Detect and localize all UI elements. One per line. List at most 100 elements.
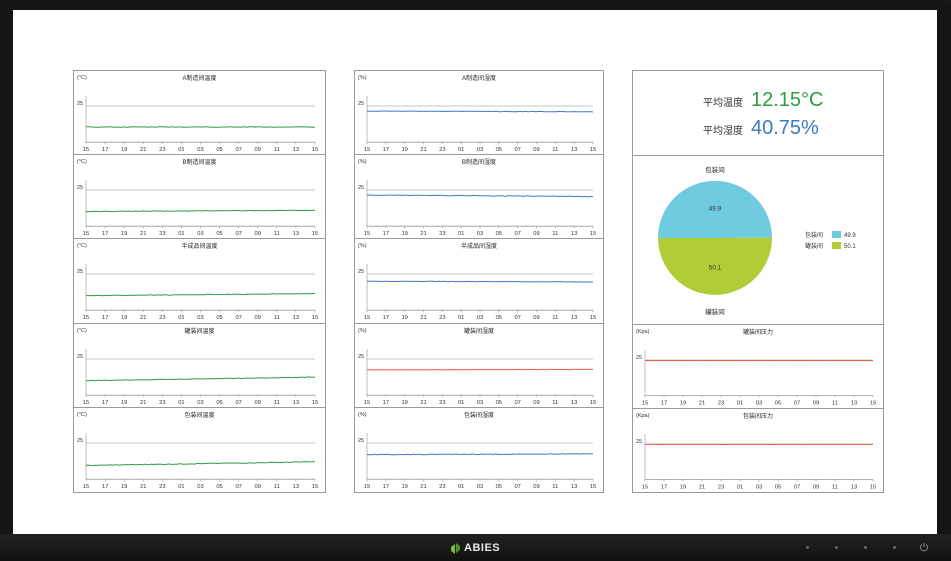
x-tick-label: 15 xyxy=(83,147,89,153)
x-tick-label: 19 xyxy=(401,484,407,490)
temperature-chart-svg-0: (°C) A制造间温度 25 15 17 19 21 23 01 03 05 07 09 11 13 15 xyxy=(77,74,318,153)
humidity-chart-3: (%) 罐装间湿度 25 15 17 19 21 23 01 03 05 07 09 11 13 15 xyxy=(355,324,603,408)
x-tick-label: 03 xyxy=(197,316,203,322)
x-tick-label: 01 xyxy=(178,400,184,406)
x-tick-label: 11 xyxy=(832,484,838,490)
x-tick-label: 15 xyxy=(312,400,318,406)
bezel-button-3[interactable] xyxy=(864,546,867,549)
x-tick-label: 01 xyxy=(178,316,184,322)
x-tick-label: 11 xyxy=(274,400,280,406)
x-tick-label: 23 xyxy=(718,401,724,407)
x-tick-label: 01 xyxy=(178,484,184,490)
x-tick-label: 17 xyxy=(102,147,108,153)
x-tick-label: 07 xyxy=(235,231,241,237)
x-tick-label: 21 xyxy=(140,484,146,490)
x-tick-label: 15 xyxy=(364,316,370,322)
temperature-chart-0: (°C) A制造间温度 25 15 17 19 21 23 01 03 05 07 09 11 13 15 xyxy=(74,71,325,156)
temperature-chart-svg-3: (°C) 罐装间温度 25 15 17 19 21 23 01 03 05 07 09 11 13 15 xyxy=(77,327,318,406)
x-tick-label: 03 xyxy=(477,231,483,237)
x-tick-label: 11 xyxy=(552,231,558,237)
chart-ref-label: 25 xyxy=(77,101,83,107)
chart-unit-label: (%) xyxy=(358,75,367,81)
x-tick-label: 15 xyxy=(83,400,89,406)
x-tick-label: 21 xyxy=(140,147,146,153)
x-tick-label: 05 xyxy=(496,400,502,406)
chart-title: 包装间湿度 xyxy=(464,411,494,419)
x-tick-label: 11 xyxy=(274,484,280,490)
pressure-chart-1: (Kpa) 包装间压力 25 15 17 19 21 23 01 03 05 07 09 11 13 15 xyxy=(633,409,883,493)
x-tick-label: 11 xyxy=(552,484,558,490)
x-tick-label: 05 xyxy=(496,316,502,322)
x-tick-label: 15 xyxy=(364,231,370,237)
temperature-chart-3: (°C) 罐装间温度 25 15 17 19 21 23 01 03 05 07 09 11 13 15 xyxy=(74,324,325,408)
x-tick-label: 11 xyxy=(274,316,280,322)
chart-unit-label: (°C) xyxy=(77,412,87,418)
x-tick-label: 01 xyxy=(737,484,743,490)
chart-unit-label: (Kpa) xyxy=(636,329,650,335)
x-tick-label: 01 xyxy=(737,401,743,407)
x-tick-label: 19 xyxy=(680,401,686,407)
x-tick-label: 13 xyxy=(571,316,577,322)
x-tick-label: 21 xyxy=(420,231,426,237)
x-tick-label: 03 xyxy=(756,401,762,407)
temperature-chart-svg-2: (°C) 半成品间温度 25 15 17 19 21 23 01 03 05 07 09 11 13 15 xyxy=(77,242,318,322)
x-tick-label: 07 xyxy=(794,484,800,490)
avg-temp-label: 平均温度 xyxy=(703,98,743,109)
x-tick-label: 15 xyxy=(590,484,596,490)
x-tick-label: 17 xyxy=(661,401,667,407)
chart-ref-label: 25 xyxy=(77,354,83,360)
x-tick-label: 19 xyxy=(401,231,407,237)
dashboard-screen: (°C) A制造间温度 25 15 17 19 21 23 01 03 05 07 09 11 13 15 (°… xyxy=(13,10,937,534)
x-tick-label: 21 xyxy=(420,316,426,322)
x-tick-label: 13 xyxy=(851,484,857,490)
x-tick-label: 07 xyxy=(514,316,520,322)
x-tick-label: 19 xyxy=(121,484,127,490)
chart-title: B制造间温度 xyxy=(183,158,217,166)
x-tick-label: 01 xyxy=(458,316,464,322)
x-tick-label: 11 xyxy=(832,401,838,407)
x-tick-label: 13 xyxy=(851,401,857,407)
x-tick-label: 09 xyxy=(533,400,539,406)
x-tick-label: 13 xyxy=(293,147,299,153)
x-tick-label: 17 xyxy=(102,484,108,490)
x-tick-label: 19 xyxy=(121,400,127,406)
x-tick-label: 21 xyxy=(699,401,705,407)
bezel-button-4[interactable] xyxy=(893,546,896,549)
temperature-chart-svg-4: (°C) 包装间温度 25 15 17 19 21 23 01 03 05 07 09 11 13 15 xyxy=(77,411,318,490)
humidity-chart-4: (%) 包装间湿度 25 15 17 19 21 23 01 03 05 07 09 11 13 15 xyxy=(355,408,603,492)
series-line xyxy=(85,209,316,213)
x-tick-label: 03 xyxy=(197,147,203,153)
x-tick-label: 15 xyxy=(642,401,648,407)
x-tick-label: 21 xyxy=(420,147,426,153)
chart-unit-label: (°C) xyxy=(77,75,87,81)
x-tick-label: 15 xyxy=(364,147,370,153)
x-tick-label: 15 xyxy=(642,484,648,490)
x-tick-label: 01 xyxy=(458,484,464,490)
summary-panel: 平均温度 12.15°C 平均湿度 40.75% 包装间 罐装间 49.9 50.1 包… xyxy=(632,70,884,493)
x-tick-label: 07 xyxy=(514,484,520,490)
x-tick-label: 13 xyxy=(571,484,577,490)
x-tick-label: 09 xyxy=(533,231,539,237)
x-tick-label: 19 xyxy=(121,316,127,322)
x-tick-label: 23 xyxy=(718,484,724,490)
x-tick-label: 21 xyxy=(420,400,426,406)
legend-swatch-0 xyxy=(832,231,841,238)
x-tick-label: 09 xyxy=(255,316,261,322)
pie-bottom-label: 罐装间 xyxy=(705,307,725,316)
x-tick-label: 07 xyxy=(235,316,241,322)
x-tick-label: 15 xyxy=(312,484,318,490)
x-tick-label: 07 xyxy=(235,147,241,153)
temperature-chart-1: (°C) B制造间温度 25 15 17 19 21 23 01 03 05 07 09 11 13 15 xyxy=(74,155,325,240)
x-tick-label: 23 xyxy=(159,484,165,490)
power-icon[interactable] xyxy=(919,542,929,552)
x-tick-label: 13 xyxy=(571,231,577,237)
legend-swatch-1 xyxy=(832,242,841,249)
x-tick-label: 17 xyxy=(383,316,389,322)
x-tick-label: 17 xyxy=(383,400,389,406)
series-line xyxy=(366,452,594,456)
bezel-button-2[interactable] xyxy=(835,546,838,549)
bezel-button-1[interactable] xyxy=(806,546,809,549)
x-tick-label: 17 xyxy=(383,484,389,490)
x-tick-label: 05 xyxy=(496,147,502,153)
